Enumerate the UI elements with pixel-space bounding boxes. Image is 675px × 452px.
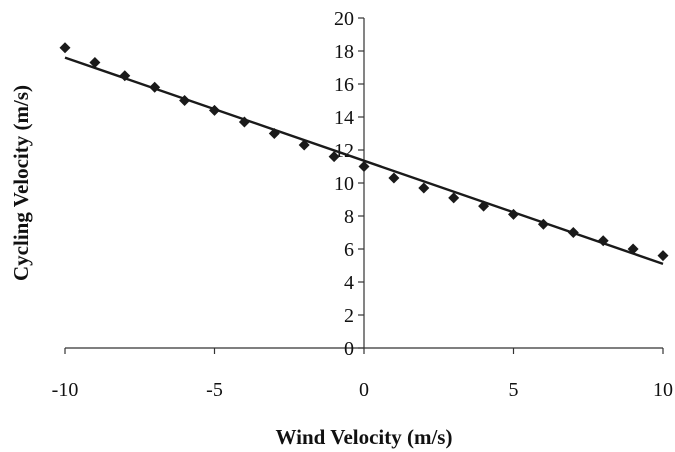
data-point-diamond	[448, 192, 460, 204]
data-point-diamond	[268, 128, 280, 139]
x-axis-title: Wind Velocity (m/s)	[276, 425, 453, 449]
y-tick-label: 0	[344, 338, 354, 360]
data-point-diamond	[358, 161, 370, 172]
data-point-diamond	[89, 57, 101, 69]
x-tick-label: 5	[509, 379, 519, 401]
x-tick-label: -10	[52, 379, 79, 401]
y-tick-label: 16	[334, 74, 354, 96]
y-axis-title: Cycling Velocity (m/s)	[9, 85, 33, 281]
data-point-diamond	[627, 243, 639, 255]
x-tick-label: -5	[206, 379, 223, 401]
data-point-diamond	[597, 235, 609, 247]
data-point-diamond	[328, 151, 340, 163]
y-tick-label: 18	[334, 41, 354, 63]
y-tick-label: 6	[344, 239, 354, 261]
y-tick-label: 8	[344, 206, 354, 228]
x-tick-label: 10	[653, 379, 673, 401]
y-tick-label: 4	[344, 272, 354, 294]
data-point-diamond	[209, 104, 220, 116]
data-point-diamond	[59, 42, 71, 54]
data-point-diamond	[657, 250, 669, 262]
data-point-diamond	[149, 81, 161, 93]
data-point-diamond	[478, 200, 490, 212]
x-tick-label: 0	[359, 379, 369, 401]
data-point-diamond	[388, 172, 400, 184]
data-point-diamond	[119, 70, 131, 82]
y-tick-label: 2	[344, 305, 354, 327]
data-point-diamond	[418, 182, 430, 194]
y-tick-label: 14	[334, 107, 354, 129]
data-point-diamond	[567, 227, 579, 238]
data-point-diamond	[238, 116, 250, 128]
data-point-diamond	[537, 218, 549, 230]
data-point-diamond	[298, 139, 310, 151]
data-point-diamond	[508, 208, 519, 220]
y-tick-label: 20	[334, 8, 354, 30]
data-point-diamond	[179, 95, 191, 106]
linear-trendline	[64, 56, 664, 265]
y-tick-label: 10	[334, 173, 354, 195]
